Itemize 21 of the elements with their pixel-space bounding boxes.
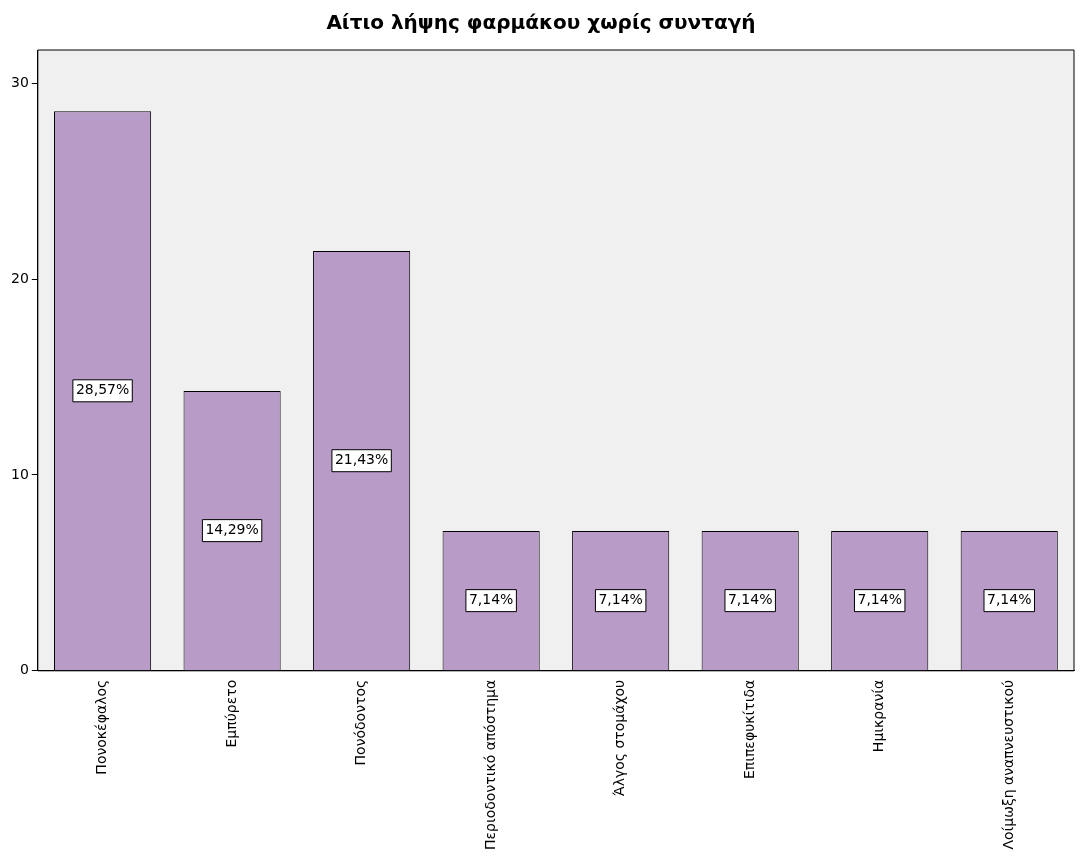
x-tick-label: Επιπεφυκίτιδα — [740, 679, 757, 780]
data-label: 7,14% — [727, 591, 773, 608]
data-label: 7,14% — [468, 591, 514, 608]
y-tick-label: 20 — [10, 269, 29, 286]
x-tick-label: Περιοδοντικό απόστημα — [481, 679, 498, 850]
y-tick-label: 10 — [10, 465, 29, 482]
x-tick-label: Άλγος στομάχου — [611, 679, 628, 797]
chart-title: Αίτιο λήψης φαρμάκου χωρίς συνταγή — [326, 10, 756, 35]
y-tick-label: 30 — [10, 73, 29, 90]
data-label: 7,14% — [987, 591, 1032, 608]
data-label: 7,14% — [598, 591, 643, 608]
x-tick-label: Πονόδοντος — [352, 679, 369, 766]
data-label: 7,14% — [857, 591, 902, 608]
y-tick-label: 0 — [19, 661, 29, 678]
x-tick-label: Λοίμωξη αναπνευστικού — [999, 679, 1016, 850]
data-label: 21,43% — [334, 451, 389, 468]
x-tick-label: Εμπύρετο — [222, 679, 239, 748]
data-label: 28,57% — [75, 381, 130, 398]
data-label: 14,29% — [205, 521, 259, 538]
x-tick-label: Ημικρανία — [870, 679, 887, 753]
x-tick-label: Πονοκέφαλος — [93, 679, 110, 775]
